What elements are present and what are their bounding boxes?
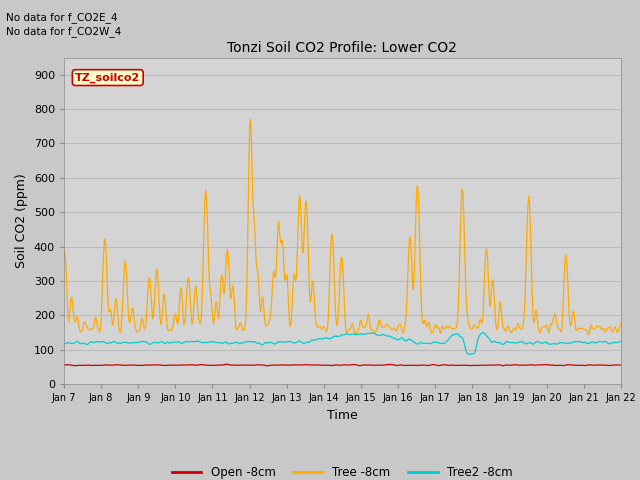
Tree -8cm bbox=[412, 220, 419, 226]
Open -8cm bbox=[127, 362, 135, 368]
Tree2 -8cm bbox=[184, 338, 192, 344]
Tree -8cm bbox=[617, 321, 625, 326]
Tree -8cm bbox=[214, 307, 221, 312]
Legend: Open -8cm, Tree -8cm, Tree2 -8cm: Open -8cm, Tree -8cm, Tree2 -8cm bbox=[167, 462, 518, 480]
Open -8cm bbox=[263, 363, 271, 369]
Open -8cm bbox=[428, 362, 436, 368]
Open -8cm bbox=[214, 362, 221, 368]
Tree2 -8cm bbox=[70, 340, 78, 346]
Tree -8cm bbox=[351, 332, 359, 337]
X-axis label: Time: Time bbox=[327, 408, 358, 421]
Tree2 -8cm bbox=[127, 340, 135, 346]
Tree -8cm bbox=[247, 117, 255, 122]
Tree2 -8cm bbox=[426, 341, 434, 347]
Line: Tree -8cm: Tree -8cm bbox=[64, 120, 621, 335]
Open -8cm bbox=[617, 362, 625, 368]
Tree -8cm bbox=[428, 330, 436, 336]
Text: No data for f_CO2E_4: No data for f_CO2E_4 bbox=[6, 12, 118, 23]
Y-axis label: Soil CO2 (ppm): Soil CO2 (ppm) bbox=[15, 173, 28, 268]
Text: No data for f_CO2W_4: No data for f_CO2W_4 bbox=[6, 26, 122, 37]
Tree2 -8cm bbox=[60, 341, 68, 347]
Tree2 -8cm bbox=[214, 340, 221, 346]
Open -8cm bbox=[184, 362, 192, 368]
Title: Tonzi Soil CO2 Profile: Lower CO2: Tonzi Soil CO2 Profile: Lower CO2 bbox=[227, 41, 458, 55]
Open -8cm bbox=[223, 361, 230, 367]
Open -8cm bbox=[60, 362, 68, 368]
Tree -8cm bbox=[184, 276, 192, 281]
Open -8cm bbox=[70, 363, 78, 369]
Tree -8cm bbox=[60, 248, 68, 253]
Line: Tree2 -8cm: Tree2 -8cm bbox=[64, 333, 621, 354]
Tree2 -8cm bbox=[617, 338, 625, 344]
Tree2 -8cm bbox=[479, 330, 487, 336]
Tree2 -8cm bbox=[466, 351, 474, 357]
Tree -8cm bbox=[70, 315, 78, 321]
Tree -8cm bbox=[127, 311, 135, 317]
Open -8cm bbox=[412, 362, 419, 368]
Line: Open -8cm: Open -8cm bbox=[64, 364, 621, 366]
Text: TZ_soilco2: TZ_soilco2 bbox=[75, 72, 140, 83]
Tree2 -8cm bbox=[410, 339, 418, 345]
